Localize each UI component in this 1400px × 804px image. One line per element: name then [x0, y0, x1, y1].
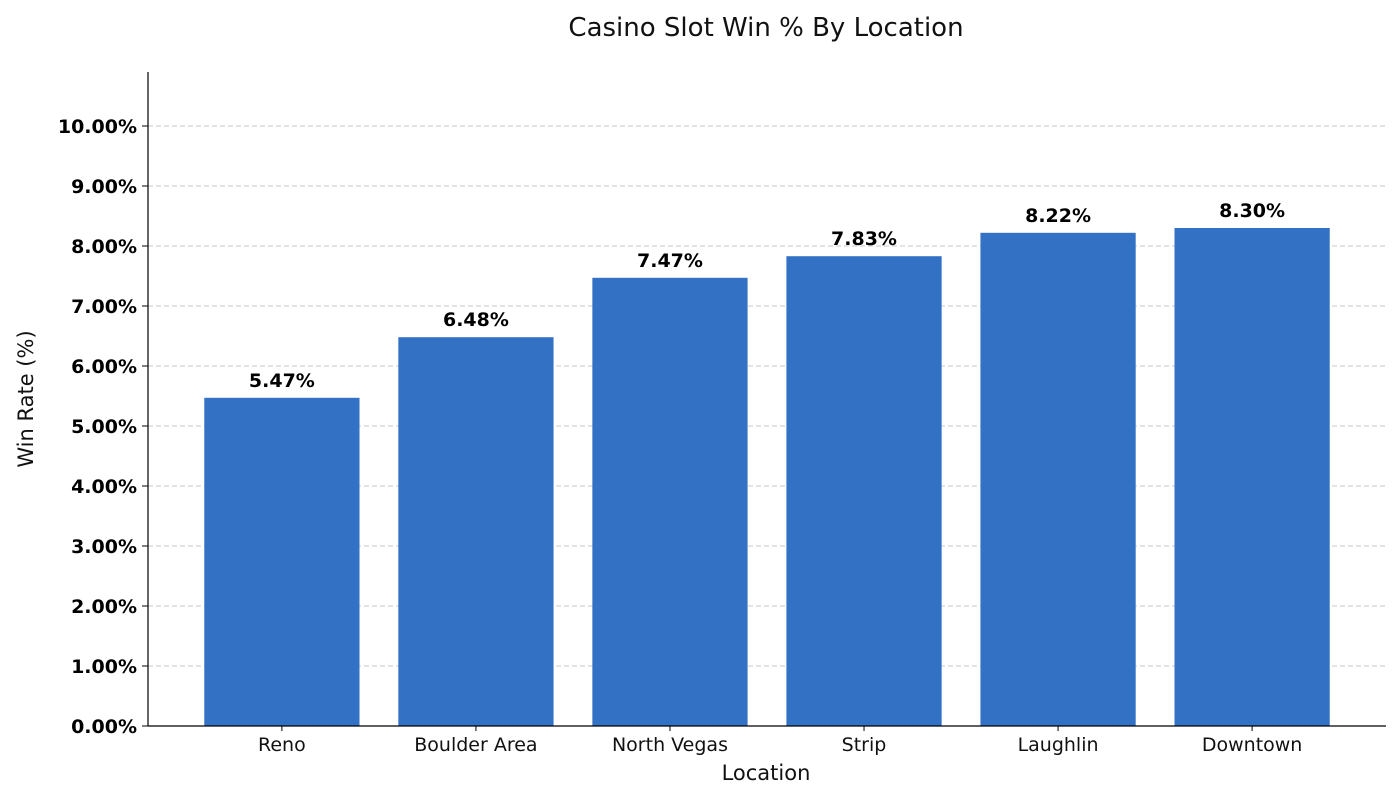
y-tick-label: 6.00%	[71, 356, 137, 378]
bar	[980, 232, 1136, 727]
y-tick-label: 0.00%	[71, 716, 137, 738]
data-label: 7.83%	[831, 228, 897, 250]
bar	[1174, 228, 1330, 726]
y-tick-label: 5.00%	[71, 416, 137, 438]
y-tick-label: 4.00%	[71, 476, 137, 498]
data-label: 7.47%	[637, 250, 703, 272]
data-label: 6.48%	[443, 309, 509, 331]
bar	[398, 337, 554, 726]
chart-title: Casino Slot Win % By Location	[568, 13, 963, 43]
y-tick-label: 2.00%	[71, 596, 137, 618]
data-label: 5.47%	[249, 370, 315, 392]
y-tick-label: 3.00%	[71, 536, 137, 558]
data-label: 8.30%	[1219, 200, 1285, 222]
x-tick-label: Reno	[258, 734, 306, 756]
y-tick-label: 1.00%	[71, 656, 137, 678]
x-tick-label: Strip	[842, 734, 887, 756]
y-axis-label: Win Rate (%)	[14, 330, 38, 467]
bar	[592, 277, 748, 726]
y-tick-label: 8.00%	[71, 236, 137, 258]
bar	[786, 256, 942, 726]
x-tick-label: Boulder Area	[414, 734, 537, 756]
y-tick-label: 7.00%	[71, 296, 137, 318]
bar	[204, 397, 360, 726]
y-tick-label: 10.00%	[58, 116, 137, 138]
x-tick-label: North Vegas	[612, 734, 728, 756]
x-tick-label: Downtown	[1202, 734, 1303, 756]
x-tick-label: Laughlin	[1018, 734, 1099, 756]
data-label: 8.22%	[1025, 205, 1091, 227]
y-tick-label: 9.00%	[71, 176, 137, 198]
x-axis-label: Location	[722, 761, 811, 785]
